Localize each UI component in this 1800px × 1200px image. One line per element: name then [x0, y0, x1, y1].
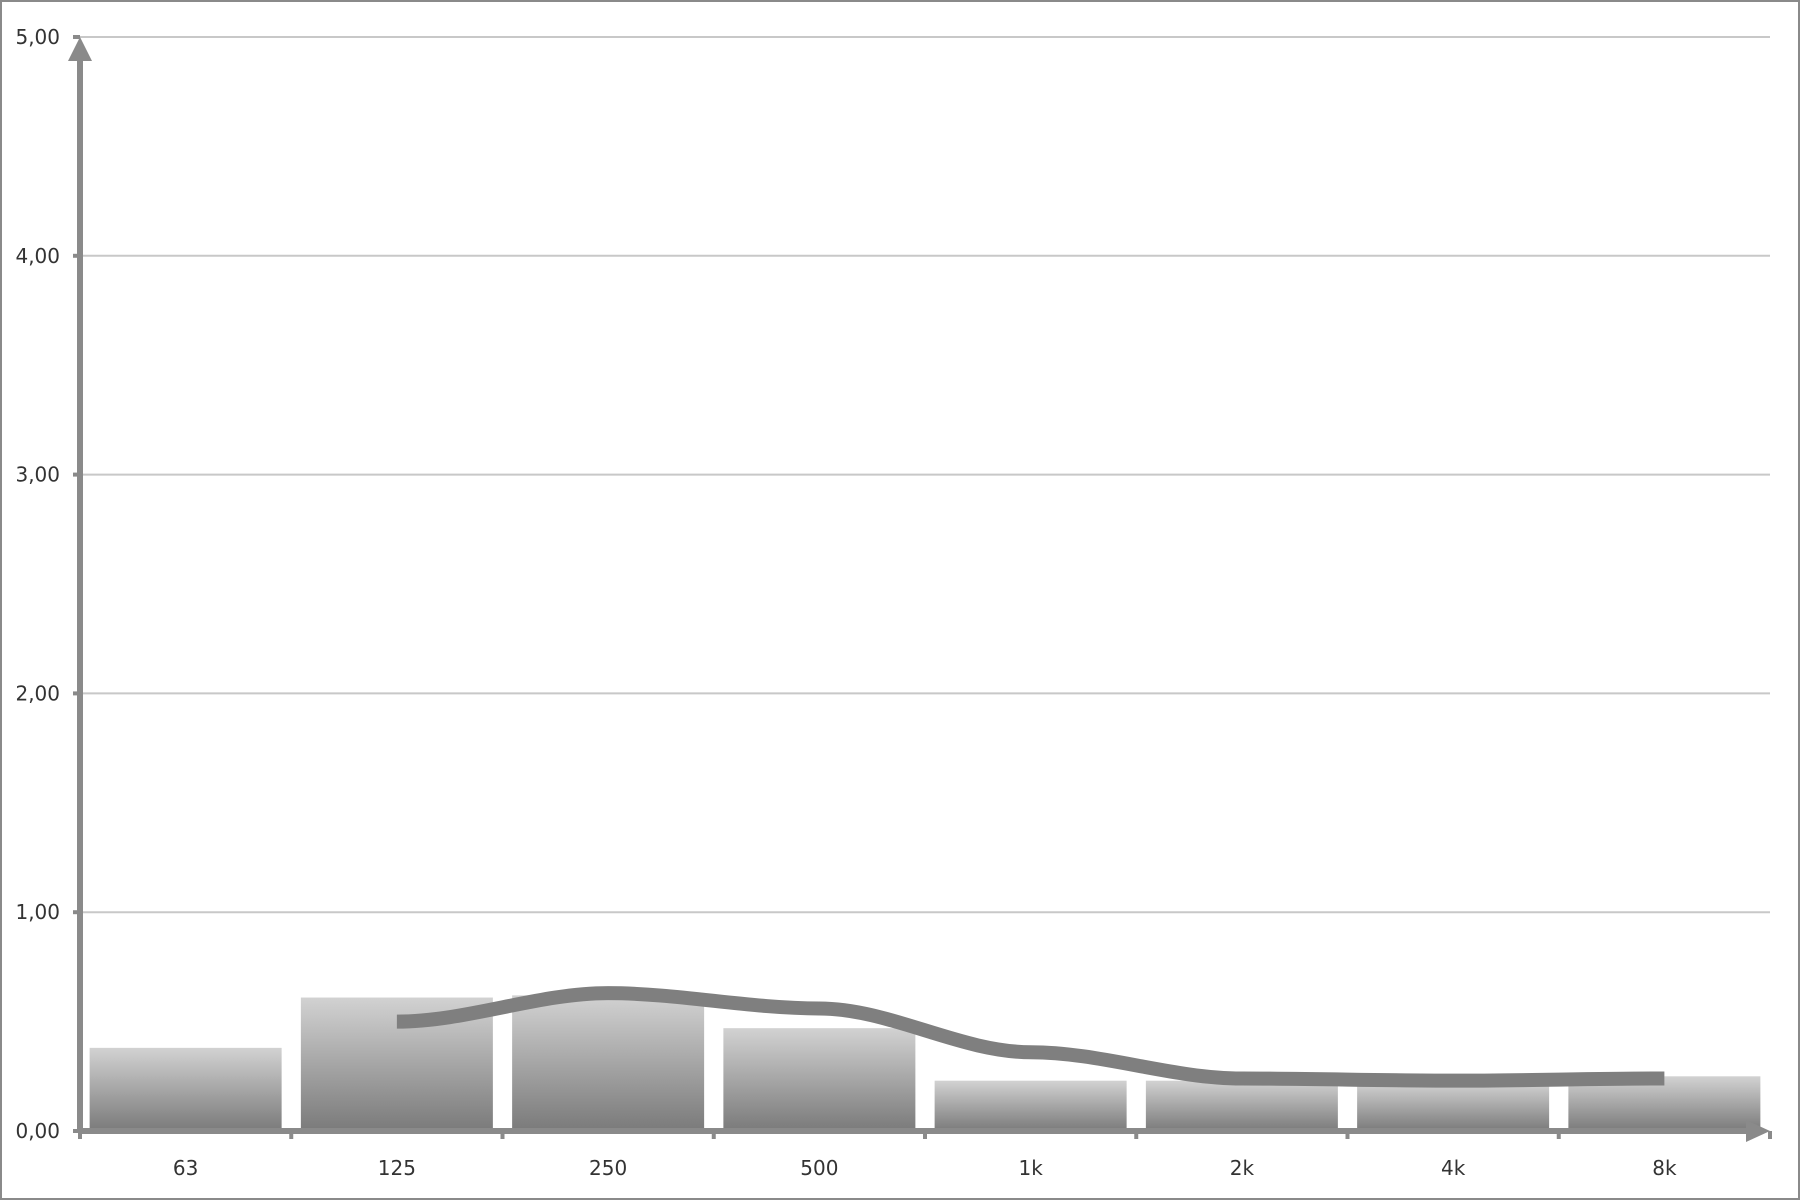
y-tick-label: 4,00 [15, 244, 60, 268]
bar [89, 1047, 282, 1131]
y-axis-arrow [68, 37, 92, 61]
y-tick-label: 3,00 [15, 463, 60, 487]
x-tick-label: 4k [1441, 1156, 1466, 1180]
x-tick-label: 8k [1652, 1156, 1677, 1180]
bar [1145, 1080, 1338, 1131]
bar [1357, 1082, 1550, 1131]
bar [512, 995, 705, 1131]
x-tick-label: 63 [173, 1156, 198, 1180]
bar [934, 1080, 1127, 1131]
y-tick-label: 5,00 [15, 25, 60, 49]
bar-layer [89, 995, 1761, 1131]
y-tick-label: 1,00 [15, 900, 60, 924]
x-tick-label: 1k [1018, 1156, 1043, 1180]
bar [723, 1028, 916, 1131]
x-tick-label: 125 [378, 1156, 416, 1180]
y-tick-label: 0,00 [15, 1119, 60, 1143]
x-tick-label: 2k [1230, 1156, 1255, 1180]
line-layer [396, 986, 1665, 1088]
label-layer: 0,00 1,00 2,00 3,00 4,00 5,00 63 125 250 500 1k 2k 4… [15, 25, 1676, 1180]
y-tick-label: 2,00 [15, 681, 60, 705]
grid-layer [80, 36, 1770, 914]
x-tick-label: 500 [800, 1156, 838, 1180]
series-line [396, 986, 1665, 1088]
x-tick-label: 250 [589, 1156, 627, 1180]
x-axis-arrow [1746, 1120, 1770, 1142]
axis-layer [68, 35, 1772, 1142]
